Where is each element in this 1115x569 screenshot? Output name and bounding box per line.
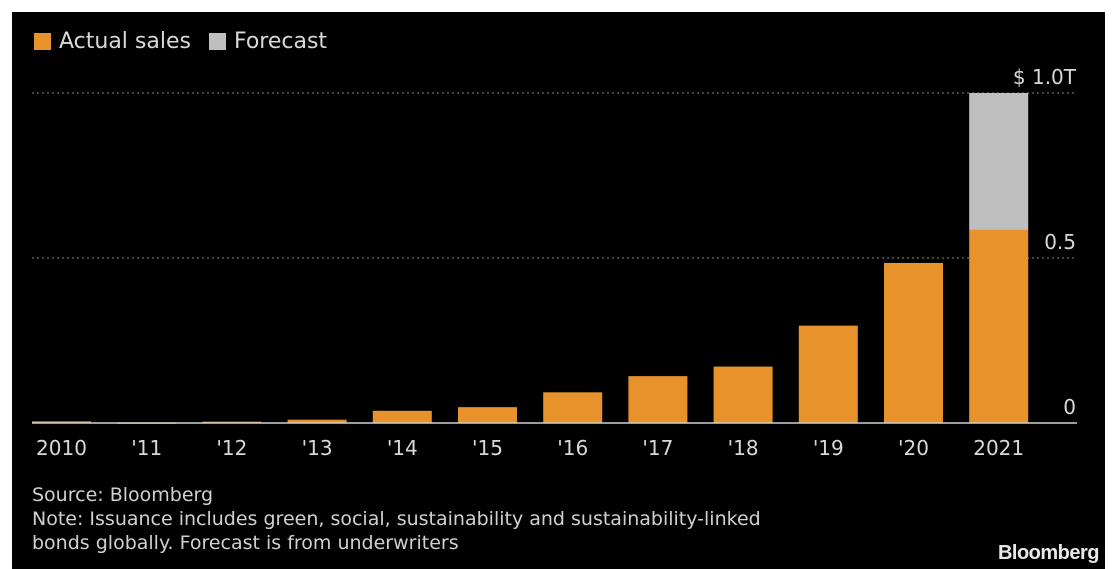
note-line-1: Note: Issuance includes green, social, s… — [32, 508, 761, 530]
legend-item-forecast: Forecast — [208, 29, 328, 54]
x-tick-label: '13 — [302, 436, 333, 460]
source-text: Source: Bloomberg — [32, 484, 214, 506]
bar-actual — [287, 419, 347, 423]
note-line-2: bonds globally. Forecast is from underwr… — [32, 532, 459, 554]
chart-panel: Actual sales Forecast 0 0.5 $ 1.0T 2010 '11 '… — [12, 12, 1105, 569]
bar-forecast — [969, 93, 1029, 230]
bar-actual — [713, 366, 773, 423]
bloomberg-logo: Bloomberg — [997, 542, 1100, 564]
bar-actual — [32, 421, 91, 423]
x-tick-label: '14 — [387, 436, 418, 460]
bar-actual — [884, 262, 943, 423]
x-tick-label: 2021 — [973, 436, 1024, 460]
x-tick-label: '11 — [131, 436, 162, 460]
y-tick-label: $ 1.0T — [1013, 65, 1077, 89]
bar-actual — [543, 392, 603, 423]
bar-actual — [969, 229, 1029, 423]
x-tick-label: '17 — [642, 436, 673, 460]
x-tick-label: '15 — [472, 436, 503, 460]
legend-swatch-forecast — [208, 33, 226, 50]
bar-actual — [458, 407, 517, 423]
bar-actual — [628, 376, 688, 423]
footnote: Source: Bloomberg Note: Issuance include… — [32, 483, 912, 555]
legend-swatch-actual — [34, 33, 51, 50]
x-tick-label: 2010 — [36, 436, 87, 460]
bar-actual — [798, 325, 858, 423]
bar-actual — [372, 410, 432, 423]
x-tick-label: '20 — [898, 436, 929, 460]
legend-label-actual: Actual sales — [59, 29, 191, 54]
y-tick-label: 0.5 — [1044, 230, 1076, 254]
bar-chart: 0 0.5 $ 1.0T 2010 '11 '12 '13 '14 '15 '16 '17 '18 '1… — [32, 65, 1077, 460]
legend-item-actual: Actual sales — [34, 29, 191, 54]
legend-label-forecast: Forecast — [233, 29, 328, 54]
x-tick-label: '18 — [728, 436, 759, 460]
y-tick-label: 0 — [1063, 395, 1076, 419]
x-tick-label: '12 — [216, 436, 247, 460]
x-tick-label: '19 — [813, 436, 844, 460]
x-tick-label: '16 — [557, 436, 588, 460]
legend: Actual sales Forecast — [34, 29, 345, 54]
